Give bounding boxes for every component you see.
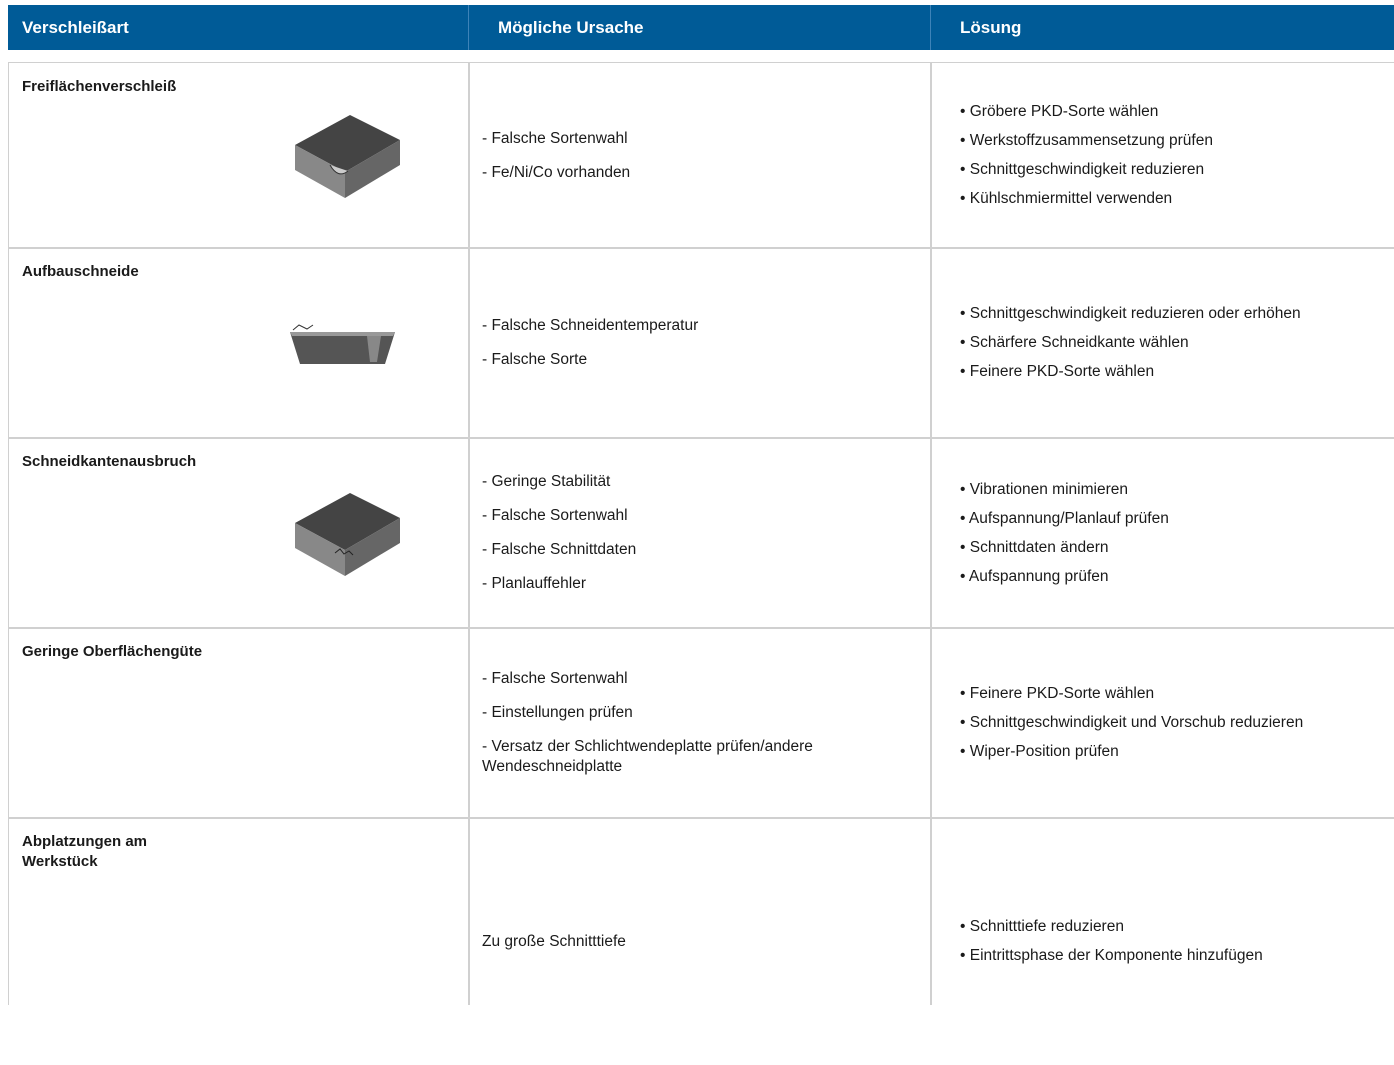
cause-item: - Versatz der Schlichtwendeplatte prüfen… xyxy=(482,738,813,775)
solution-cell: • Schnittgeschwindigkeit reduzieren oder… xyxy=(960,248,1380,438)
solution-item: • Schnittgeschwindigkeit reduzieren xyxy=(960,161,1205,178)
cause-cell: - Falsche Sortenwahl - Fe/Ni/Co vorhanden xyxy=(482,63,912,248)
header-cell: Mögliche Ursache xyxy=(498,18,644,37)
header-bar xyxy=(8,5,1394,50)
insert-icon xyxy=(295,493,400,576)
row-label: Freiflächenverschleiß xyxy=(22,78,177,95)
solution-item: • Aufspannung prüfen xyxy=(960,567,1109,585)
solution-item: • Kühlschmiermittel verwenden xyxy=(960,190,1173,207)
solution-item: • Gröbere PKD-Sorte wählen xyxy=(960,103,1159,120)
solution-cell: • Schnitttiefe reduzieren • Eintrittsphas… xyxy=(960,818,1380,1065)
cause-cell: - Falsche Sortenwahl - Einstellungen prüf… xyxy=(482,628,912,818)
solution-item: • Schärfere Schneidkante wählen xyxy=(960,334,1189,351)
row-label: Schneidkantenausbruch xyxy=(22,453,197,470)
cause-cell: - Falsche Schneidentemperatur - Falsche S… xyxy=(482,248,912,438)
solution-item: • Schnittgeschwindigkeit und Vorschub re… xyxy=(960,714,1304,731)
insert-icon xyxy=(290,324,395,364)
solution-item: • Eintrittsphase der Komponente hinzufüg… xyxy=(960,947,1263,964)
cause-item: - Einstellungen prüfen xyxy=(482,704,633,721)
cause-item: - Falsche Schnittdaten xyxy=(482,541,637,558)
column-line xyxy=(468,63,470,1005)
page: Verschleißart Mögliche Ursache Lösung Fr… xyxy=(8,5,1394,1005)
insert-icon xyxy=(295,115,400,198)
row-line xyxy=(8,437,1394,439)
solution-cell: • Vibrationen minimieren • Aufspannung/Pl… xyxy=(960,438,1380,628)
row-line xyxy=(8,62,1394,63)
solution-item: • Schnitttiefe reduzieren xyxy=(960,918,1124,935)
cause-item: - Falsche Sorte xyxy=(482,351,588,368)
cause-item: - Geringe Stabilität xyxy=(482,473,611,490)
cause-cell: - Geringe Stabilität - Falsche Sortenwahl… xyxy=(482,438,912,628)
cause-item: - Falsche Sortenwahl xyxy=(482,129,628,147)
row-line xyxy=(8,817,1394,819)
column-line xyxy=(8,63,9,1005)
row-label: Geringe Oberflächengüte xyxy=(22,643,203,660)
cause-item: Zu große Schnitttiefe xyxy=(482,932,626,950)
header-separator xyxy=(468,5,469,50)
cause-item: - Fe/Ni/Co vorhanden xyxy=(482,163,631,181)
solution-item: • Wiper-Position prüfen xyxy=(960,743,1119,760)
solution-item: • Aufspannung/Planlauf prüfen xyxy=(960,509,1169,527)
cause-cell: Zu große Schnitttiefe xyxy=(482,818,912,1065)
header-separator xyxy=(930,5,931,50)
row-line xyxy=(8,627,1394,629)
solution-item: • Schnittgeschwindigkeit reduzieren oder… xyxy=(960,305,1301,322)
solution-cell: • Gröbere PKD-Sorte wählen • Werkstoffzus… xyxy=(960,63,1380,248)
cause-item: - Falsche Sortenwahl xyxy=(482,670,628,687)
solution-item: • Vibrationen minimieren xyxy=(960,480,1128,498)
cause-item: - Planlauffehler xyxy=(482,575,586,592)
cause-item: - Falsche Schneidentemperatur xyxy=(482,317,699,334)
row-label: Abplatzungen am Werkstück xyxy=(22,833,148,870)
solution-item: • Schnittdaten ändern xyxy=(960,538,1109,556)
row-label: Aufbauschneide xyxy=(22,263,139,280)
solution-item: • Werkstoffzusammensetzung prüfen xyxy=(960,132,1213,149)
header-cell: Verschleißart xyxy=(22,18,129,37)
solution-item: • Feinere PKD-Sorte wählen xyxy=(960,363,1155,380)
solution-item: • Feinere PKD-Sorte wählen xyxy=(960,685,1155,702)
row-line xyxy=(8,247,1394,249)
column-line xyxy=(930,63,932,1005)
header-cell: Lösung xyxy=(960,18,1022,37)
solution-cell: • Feinere PKD-Sorte wählen • Schnittgesch… xyxy=(960,628,1380,818)
cause-item: - Falsche Sortenwahl xyxy=(482,507,628,524)
